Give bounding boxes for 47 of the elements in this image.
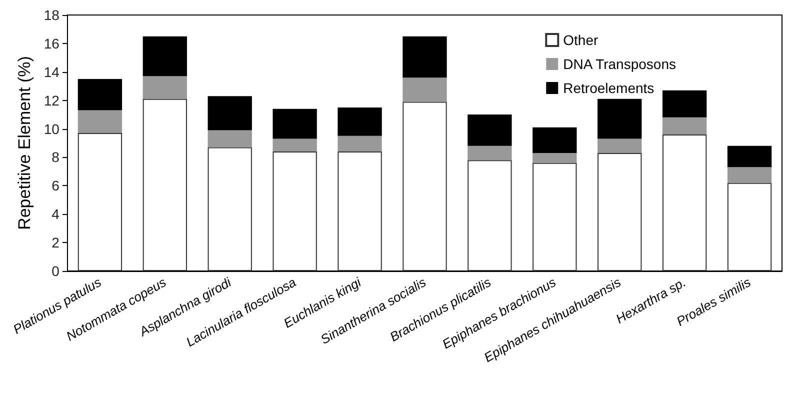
y-tick-label: 2 xyxy=(52,234,60,251)
legend-label: DNA Transposons xyxy=(563,56,676,72)
bar xyxy=(402,102,447,271)
bar xyxy=(662,90,707,118)
bar xyxy=(208,130,252,148)
bar xyxy=(402,36,447,78)
bar xyxy=(338,107,382,136)
bar xyxy=(662,134,707,271)
y-tick-label: 12 xyxy=(44,92,60,108)
bar xyxy=(208,147,252,271)
y-tick-label: 18 xyxy=(44,7,60,23)
bar xyxy=(142,36,187,76)
bar xyxy=(142,98,187,271)
bar xyxy=(338,152,382,271)
y-tick-label: 6 xyxy=(52,178,60,194)
bar xyxy=(208,96,252,130)
bar xyxy=(727,146,772,168)
bar xyxy=(727,167,772,183)
bar xyxy=(598,152,642,271)
bar xyxy=(468,160,512,271)
y-tick-label: 8 xyxy=(52,149,60,166)
y-tick-label: 4 xyxy=(52,206,60,222)
bar xyxy=(727,182,772,271)
bar xyxy=(662,117,707,134)
bar xyxy=(338,136,382,152)
bar xyxy=(532,162,577,271)
bar xyxy=(78,133,122,271)
bar xyxy=(402,78,447,102)
bar xyxy=(142,76,187,99)
y-tick-label: 16 xyxy=(44,35,60,52)
y-tick-label: 10 xyxy=(44,120,60,137)
y-tick-label: 0 xyxy=(52,263,60,279)
bar xyxy=(532,152,577,163)
bar xyxy=(272,138,317,152)
legend-label: Other xyxy=(563,32,598,48)
legend-label: Retroelements xyxy=(563,80,654,96)
bar xyxy=(272,152,317,271)
y-axis-title: Repetitive Element (%) xyxy=(15,56,34,230)
bar xyxy=(598,98,642,139)
y-tick-label: 14 xyxy=(44,64,60,80)
bar xyxy=(78,79,122,110)
bar xyxy=(532,127,577,153)
bar xyxy=(468,146,512,160)
bar xyxy=(598,138,642,153)
bar xyxy=(468,114,512,146)
bar xyxy=(272,108,317,139)
bar xyxy=(78,110,122,134)
